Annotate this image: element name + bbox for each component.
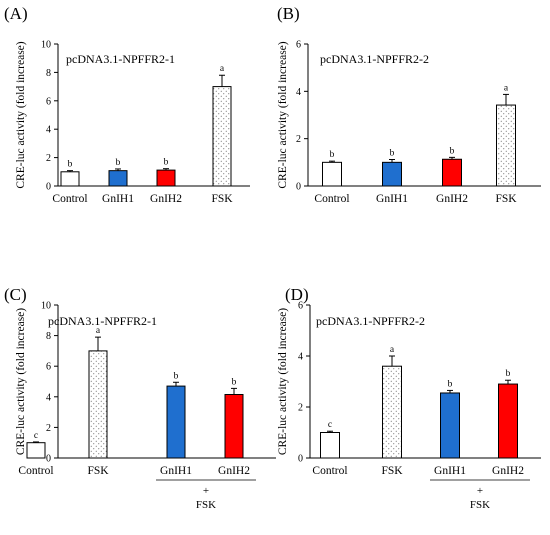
panel-a-bar-control bbox=[60, 171, 80, 187]
panel-a-y-axis-label: CRE-luc activity (fold increase) bbox=[15, 41, 27, 188]
panel-c-title: pcDNA3.1-NPFFR2-1 bbox=[48, 314, 157, 328]
panel-c-y-tick-label: 10 bbox=[41, 301, 51, 312]
panel-a-significance-label: b bbox=[164, 158, 169, 168]
panel-c-bar-control bbox=[26, 442, 46, 459]
panel-a-title: pcDNA3.1-NPFFR2-1 bbox=[66, 52, 175, 66]
panel-b-category-label: Control bbox=[314, 193, 349, 205]
panel-d-plus-sign: + bbox=[477, 485, 483, 497]
panel-b-category-label: GnIH2 bbox=[436, 193, 468, 205]
panel-d-category-label: Control bbox=[312, 465, 347, 477]
panel-d-category-label: GnIH1 bbox=[434, 465, 466, 477]
panel-b-y-axis-label: CRE-luc activity (fold increase) bbox=[277, 41, 289, 188]
panel-c-y-tick-label: 8 bbox=[46, 331, 51, 342]
panel-a-y-tick-label: 10 bbox=[41, 40, 51, 51]
panel-a-category-label: FSK bbox=[211, 193, 233, 205]
panel-c-category-label: GnIH1 bbox=[160, 465, 192, 477]
panel-a-category-label: Control bbox=[52, 193, 87, 205]
panel-d-fsk-group-label: FSK bbox=[470, 499, 490, 511]
panel-a-letter: (A) bbox=[4, 4, 28, 23]
panel-a-y-tick-label: 8 bbox=[46, 68, 51, 79]
panel-b-y-tick-label: 6 bbox=[296, 40, 301, 51]
panel-c-letter: (C) bbox=[4, 285, 27, 304]
panel-b-bar-control bbox=[322, 161, 342, 187]
panel-c-y-tick-label: 2 bbox=[46, 423, 51, 434]
panel-d-y-axis-label: CRE-luc activity (fold increase) bbox=[277, 308, 289, 455]
panel-c-significance-label: b bbox=[232, 377, 237, 387]
panel-b-y-tick-label: 0 bbox=[296, 182, 301, 193]
panel-d-bar-control bbox=[320, 432, 340, 459]
panel-b-bar-gnih2 bbox=[442, 158, 462, 187]
panel-c-fsk-group-label: FSK bbox=[196, 499, 216, 511]
panel-a-y-tick-label: 0 bbox=[46, 182, 51, 193]
panel-a-bar-fsk bbox=[212, 86, 232, 187]
panel-b-title: pcDNA3.1-NPFFR2-2 bbox=[320, 52, 429, 66]
panel-c-significance-label: c bbox=[34, 431, 38, 441]
panel-b-letter: (B) bbox=[277, 4, 300, 23]
panel-b-significance-label: a bbox=[504, 83, 509, 93]
panel-c-bar-fsk bbox=[88, 350, 108, 459]
panel-b-significance-label: b bbox=[390, 148, 395, 158]
panel-d-bar-fsk bbox=[382, 365, 402, 459]
panel-b-category-label: GnIH1 bbox=[376, 193, 408, 205]
panel-d-title: pcDNA3.1-NPFFR2-2 bbox=[316, 314, 425, 328]
panel-b-bar-fsk bbox=[496, 104, 516, 187]
panel-a-category-label: GnIH2 bbox=[150, 193, 182, 205]
panel-a-significance-label: a bbox=[220, 64, 225, 74]
panel-d-letter: (D) bbox=[285, 285, 309, 304]
panel-a-bar-gnih2 bbox=[156, 169, 176, 187]
panel-b-y-tick-label: 2 bbox=[296, 134, 301, 145]
panel-a-y-tick-label: 2 bbox=[46, 153, 51, 164]
panel-d-significance-label: c bbox=[328, 420, 332, 430]
panel-c-significance-label: b bbox=[174, 371, 179, 381]
panel-a-y-tick-label: 4 bbox=[46, 125, 51, 136]
panel-b-category-label: FSK bbox=[495, 193, 517, 205]
panel-c-plus-sign: + bbox=[203, 485, 209, 497]
panel-a-bar-gnih1 bbox=[108, 170, 128, 187]
panel-d-y-tick-label: 4 bbox=[298, 352, 303, 363]
panel-d-bar-gnih1 bbox=[440, 392, 460, 459]
panel-b-significance-label: b bbox=[330, 150, 335, 160]
panel-d-category-label: FSK bbox=[381, 465, 403, 477]
panel-d-category-label: GnIH2 bbox=[492, 465, 524, 477]
panel-c-y-tick-label: 6 bbox=[46, 362, 51, 373]
panel-d-y-tick-label: 2 bbox=[298, 403, 303, 414]
panel-c-category-label: GnIH2 bbox=[218, 465, 250, 477]
panel-c-bar-gnih1 bbox=[166, 385, 186, 459]
panel-c-y-tick-label: 0 bbox=[46, 454, 51, 465]
panel-d-significance-label: b bbox=[448, 379, 453, 389]
panel-d-significance-label: a bbox=[390, 345, 395, 355]
panel-b-y-tick-label: 4 bbox=[296, 87, 301, 98]
panel-a-y-tick-label: 6 bbox=[46, 96, 51, 107]
panel-a-significance-label: b bbox=[68, 160, 73, 170]
panel-d-y-tick-label: 0 bbox=[298, 454, 303, 465]
panel-c-y-axis-label: CRE-luc activity (fold increase) bbox=[15, 308, 27, 455]
panel-c-bar-gnih2 bbox=[224, 394, 244, 459]
panel-d-significance-label: b bbox=[506, 369, 511, 379]
panel-b-significance-label: b bbox=[450, 146, 455, 156]
panel-d-bar-gnih2 bbox=[498, 383, 518, 459]
panel-b-bar-gnih1 bbox=[382, 161, 402, 187]
panel-d-y-tick-label: 6 bbox=[298, 301, 303, 312]
panel-c-category-label: Control bbox=[18, 465, 53, 477]
panel-c-y-tick-label: 4 bbox=[46, 392, 51, 403]
panel-a-category-label: GnIH1 bbox=[102, 193, 134, 205]
panel-c-significance-label: a bbox=[96, 326, 101, 336]
panel-c-category-label: FSK bbox=[87, 465, 109, 477]
panel-a-significance-label: b bbox=[116, 158, 121, 168]
